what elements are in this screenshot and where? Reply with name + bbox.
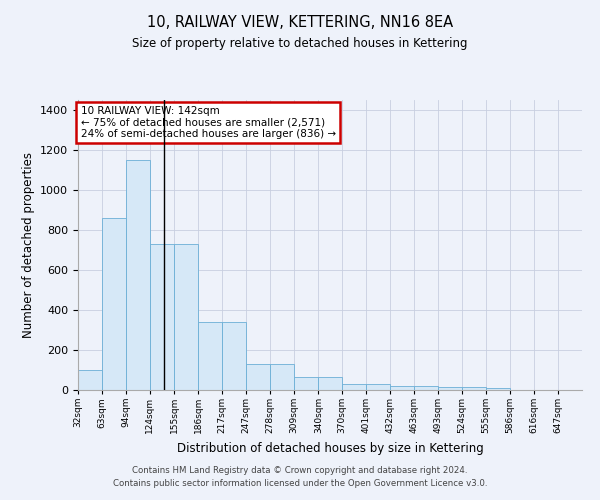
Bar <box>150 244 174 390</box>
Bar <box>318 377 342 390</box>
Bar <box>102 218 127 390</box>
Bar <box>342 384 366 390</box>
Bar <box>246 364 270 390</box>
Text: 10, RAILWAY VIEW, KETTERING, NN16 8EA: 10, RAILWAY VIEW, KETTERING, NN16 8EA <box>147 15 453 30</box>
Bar <box>127 160 150 390</box>
Bar <box>366 384 390 390</box>
Bar <box>414 386 437 390</box>
Bar <box>198 322 223 390</box>
Bar <box>174 244 198 390</box>
X-axis label: Distribution of detached houses by size in Kettering: Distribution of detached houses by size … <box>176 442 484 454</box>
Bar <box>270 364 294 390</box>
Bar <box>294 377 318 390</box>
Bar <box>223 322 246 390</box>
Y-axis label: Number of detached properties: Number of detached properties <box>22 152 35 338</box>
Bar <box>390 386 414 390</box>
Bar <box>462 387 486 390</box>
Bar <box>78 370 102 390</box>
Text: Size of property relative to detached houses in Kettering: Size of property relative to detached ho… <box>132 38 468 51</box>
Bar <box>437 387 462 390</box>
Text: 10 RAILWAY VIEW: 142sqm
← 75% of detached houses are smaller (2,571)
24% of semi: 10 RAILWAY VIEW: 142sqm ← 75% of detache… <box>80 106 335 139</box>
Bar <box>486 388 510 390</box>
Text: Contains HM Land Registry data © Crown copyright and database right 2024.
Contai: Contains HM Land Registry data © Crown c… <box>113 466 487 487</box>
